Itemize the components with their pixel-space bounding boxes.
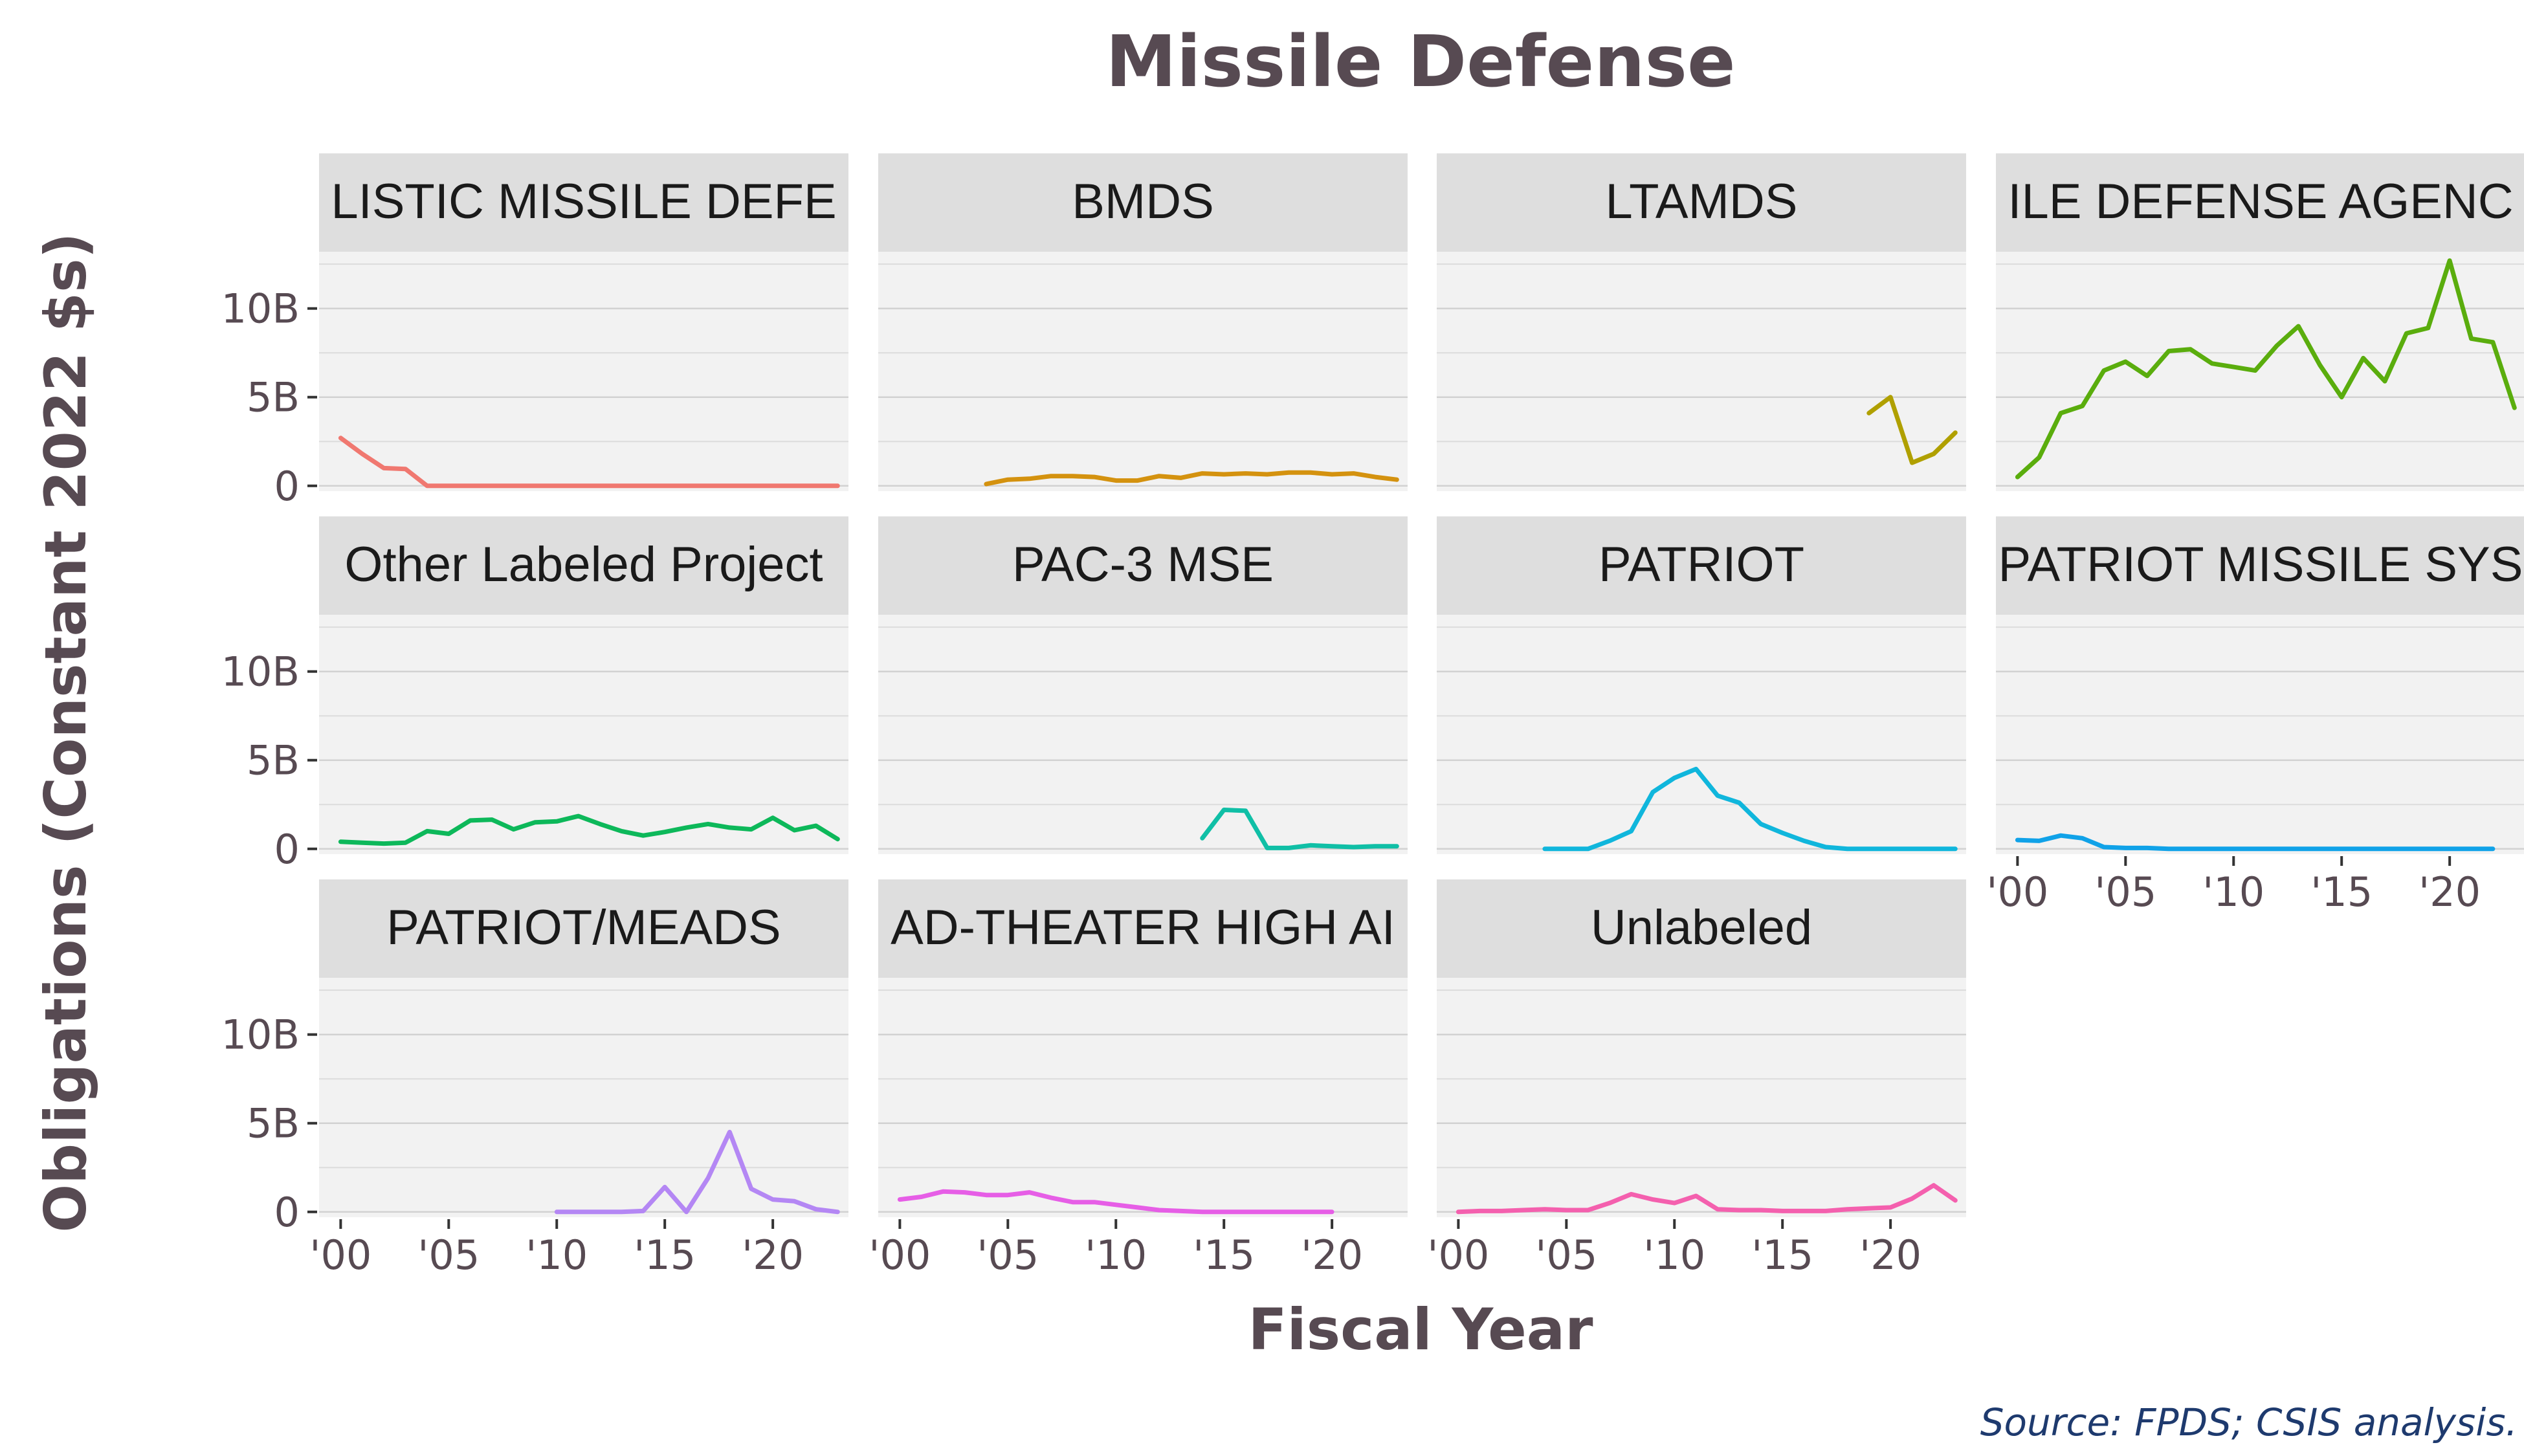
panel-background xyxy=(1437,615,1966,854)
x-tick-label: '10 xyxy=(1643,1231,1705,1279)
facet-panel: PATRIOT xyxy=(1437,516,1966,854)
series-line xyxy=(2015,833,2496,852)
series-line xyxy=(1200,808,1399,850)
source-caption: Source: FPDS; CSIS analysis. xyxy=(1980,1400,2518,1444)
facet-strip xyxy=(1996,153,2524,252)
y-tick-label: 0 xyxy=(274,463,300,510)
facet-strip-label: PATRIOT xyxy=(1599,537,1804,592)
x-tick-label: '15 xyxy=(1751,1231,1813,1279)
facet-strip xyxy=(1996,516,2524,615)
series-line xyxy=(338,436,840,489)
x-tick-label: '00 xyxy=(1427,1231,1489,1279)
panel-background xyxy=(319,252,848,491)
facet-panel: PATRIOT/MEADS 0 5B 10B '00 '05 '10 '15 '20 xyxy=(221,879,848,1279)
facet-strip-label: AD-THEATER HIGH AI xyxy=(891,900,1395,955)
facet-strip-label: LISTIC MISSILE DEFE xyxy=(331,174,836,229)
facet-panel: ILE DEFENSE AGENC xyxy=(1996,153,2524,491)
facet-strip-label: BMDS xyxy=(1072,174,1214,229)
facet-panel: PAC-3 MSE xyxy=(878,516,1408,854)
x-axis-title: Fiscal Year xyxy=(1248,1296,1593,1363)
facet-strip xyxy=(878,516,1408,615)
facet-panel: BMDS xyxy=(878,153,1408,491)
x-tick-label: '10 xyxy=(526,1231,588,1279)
y-tick-label: 0 xyxy=(274,1189,300,1236)
y-tick-label: 5B xyxy=(247,1100,300,1147)
x-tick-label: '00 xyxy=(1986,868,2048,916)
y-tick-label: 5B xyxy=(247,737,300,784)
facet-strip xyxy=(878,879,1408,978)
panel-background xyxy=(878,615,1408,854)
x-tick-label: '20 xyxy=(1859,1231,1921,1279)
y-tick-label: 10B xyxy=(221,648,300,696)
y-tick-label: 10B xyxy=(221,1011,300,1059)
x-tick-label: '00 xyxy=(309,1231,371,1279)
series-line xyxy=(1866,395,1958,465)
panel-background xyxy=(1996,615,2524,854)
facet-strip xyxy=(319,879,848,978)
series-line xyxy=(338,813,840,846)
facet-strip xyxy=(319,516,848,615)
facet-strip xyxy=(319,153,848,252)
facet-panel: AD-THEATER HIGH AI '00 '05 '10 '15 '20 xyxy=(869,879,1408,1279)
facet-strip-label: LTAMDS xyxy=(1606,174,1798,229)
facet-strip-label: Other Labeled Project xyxy=(344,537,823,592)
x-tick-label: '10 xyxy=(2202,868,2264,916)
x-tick-label: '05 xyxy=(2094,868,2156,916)
y-axis-title: Obligations (Constant 2022 $s) xyxy=(32,232,99,1232)
x-tick-label: '15 xyxy=(1193,1231,1255,1279)
x-tick-label: '20 xyxy=(742,1231,804,1279)
facet-panel: Other Labeled Project 0 5B 10B xyxy=(221,516,848,873)
x-tick-label: '10 xyxy=(1085,1231,1147,1279)
facet-panel: PATRIOT MISSILE SYS '00 '05 '10 '15 '20 xyxy=(1986,516,2524,916)
panel-background xyxy=(878,252,1408,491)
series-line xyxy=(554,1129,840,1215)
panel-background xyxy=(319,615,848,854)
x-tick-label: '15 xyxy=(2310,868,2373,916)
x-tick-label: '00 xyxy=(869,1231,931,1279)
x-tick-label: '05 xyxy=(417,1231,480,1279)
x-tick-label: '20 xyxy=(2419,868,2481,916)
series-line xyxy=(1456,1183,1958,1215)
facet-panel: LTAMDS xyxy=(1437,153,1966,491)
facet-panel: LISTIC MISSILE DEFE 0 5B 10B xyxy=(221,153,848,510)
y-tick-label: 0 xyxy=(274,826,300,873)
panel-background xyxy=(878,978,1408,1217)
facet-strip-label: Unlabeled xyxy=(1591,900,1812,955)
chart-title: Missile Defense xyxy=(1105,20,1735,103)
panel-background xyxy=(319,978,848,1217)
panel-background xyxy=(1996,252,2524,491)
facet-strip xyxy=(878,153,1408,252)
y-tick-label: 5B xyxy=(247,374,300,421)
facet-panels: LISTIC MISSILE DEFE 0 5B 10B BMDS LTAMDS ILE D… xyxy=(221,153,2524,1279)
facet-strip-label: PAC-3 MSE xyxy=(1012,537,1274,592)
facet-strip-label: PATRIOT MISSILE SYS xyxy=(1998,537,2523,592)
x-tick-label: '05 xyxy=(977,1231,1039,1279)
facet-strip xyxy=(1437,879,1966,978)
series-line xyxy=(2015,258,2517,480)
panel-background xyxy=(1437,252,1966,491)
facet-strip-label: ILE DEFENSE AGENC xyxy=(2008,174,2513,229)
facet-strip xyxy=(1437,153,1966,252)
panel-background xyxy=(1437,978,1966,1217)
series-line xyxy=(897,1189,1334,1215)
series-line xyxy=(984,470,1399,487)
facet-panel: Unlabeled '00 '05 '10 '15 '20 xyxy=(1427,879,1966,1279)
x-tick-label: '05 xyxy=(1535,1231,1597,1279)
x-tick-label: '20 xyxy=(1301,1231,1363,1279)
facet-strip-label: PATRIOT/MEADS xyxy=(386,900,780,955)
facet-strip xyxy=(1437,516,1966,615)
y-tick-label: 10B xyxy=(221,285,300,333)
series-line xyxy=(1542,766,1958,852)
x-tick-label: '15 xyxy=(634,1231,696,1279)
